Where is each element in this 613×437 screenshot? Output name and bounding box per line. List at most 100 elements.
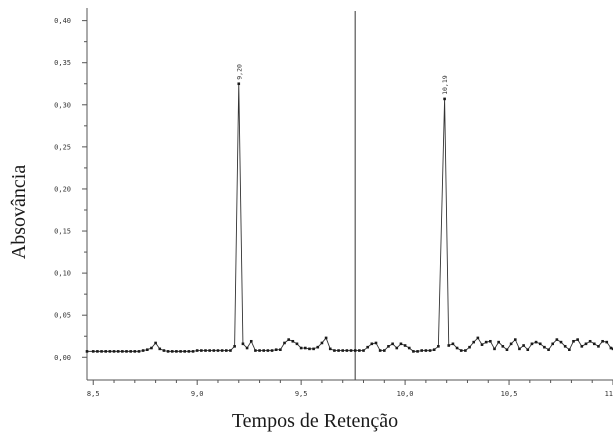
data-point bbox=[121, 350, 124, 353]
data-point bbox=[366, 345, 369, 349]
data-point bbox=[383, 349, 386, 352]
data-point bbox=[597, 345, 600, 348]
data-point bbox=[333, 349, 336, 352]
data-point bbox=[96, 350, 99, 353]
data-point bbox=[137, 350, 141, 353]
data-point bbox=[505, 348, 509, 352]
data-point bbox=[104, 350, 108, 353]
data-point bbox=[526, 348, 530, 352]
y-tick-label: 0,40 bbox=[54, 17, 71, 25]
data-point bbox=[100, 350, 103, 353]
data-point bbox=[349, 349, 353, 352]
data-point bbox=[220, 349, 224, 352]
data-point bbox=[563, 345, 567, 348]
data-point bbox=[154, 341, 157, 345]
y-tick-label: 0,20 bbox=[54, 185, 71, 193]
data-point bbox=[183, 350, 187, 353]
data-point bbox=[249, 339, 253, 343]
data-point bbox=[233, 345, 236, 348]
y-tick-label: 0,00 bbox=[54, 354, 71, 362]
data-point bbox=[187, 350, 191, 353]
data-point bbox=[424, 349, 428, 352]
data-point bbox=[451, 342, 455, 346]
data-point bbox=[584, 342, 588, 346]
data-point bbox=[432, 348, 436, 352]
data-point bbox=[518, 347, 521, 351]
data-point bbox=[212, 349, 216, 352]
data-point bbox=[387, 345, 390, 348]
data-point bbox=[324, 336, 328, 340]
data-point bbox=[133, 350, 137, 353]
data-point bbox=[370, 342, 374, 346]
data-point bbox=[254, 349, 257, 352]
x-tick-label: 9,0 bbox=[191, 390, 204, 398]
data-point bbox=[501, 345, 505, 348]
data-point bbox=[85, 350, 89, 353]
data-point bbox=[237, 82, 241, 86]
series bbox=[87, 83, 613, 352]
data-point bbox=[403, 344, 407, 347]
data-point bbox=[395, 346, 399, 350]
tick-marks bbox=[82, 20, 613, 385]
data-point bbox=[468, 345, 471, 349]
data-point bbox=[472, 340, 476, 344]
data-point bbox=[576, 338, 579, 341]
data-point bbox=[328, 347, 332, 351]
y-tick-label: 0,25 bbox=[54, 143, 71, 151]
data-point bbox=[416, 350, 419, 353]
data-point bbox=[279, 348, 282, 352]
data-point bbox=[551, 342, 555, 346]
data-point bbox=[555, 338, 559, 341]
data-point bbox=[216, 349, 220, 352]
data-point bbox=[316, 345, 320, 349]
data-point bbox=[129, 350, 132, 353]
data-point bbox=[399, 342, 403, 346]
data-point bbox=[530, 342, 534, 346]
data-point bbox=[455, 346, 459, 350]
y-tick-label: 0,05 bbox=[54, 312, 71, 320]
x-axis-title: Tempos de Retenção bbox=[232, 410, 398, 432]
x-tick-label: 10,5 bbox=[501, 390, 518, 398]
data-point bbox=[489, 339, 492, 343]
data-point bbox=[241, 342, 245, 346]
data-point bbox=[407, 346, 411, 350]
y-tick-label: 0,30 bbox=[54, 101, 71, 109]
data-point bbox=[108, 350, 112, 353]
data-point bbox=[509, 342, 513, 346]
data-point bbox=[601, 339, 604, 343]
peak-label: 9,20 bbox=[235, 64, 243, 80]
data-point bbox=[158, 347, 162, 351]
data-point bbox=[358, 349, 361, 352]
data-point bbox=[245, 346, 249, 350]
data-point bbox=[493, 347, 496, 351]
y-tick-label: 0,35 bbox=[54, 59, 71, 67]
data-point bbox=[170, 350, 174, 353]
data-point bbox=[125, 350, 128, 353]
data-point bbox=[611, 347, 613, 351]
data-point bbox=[150, 346, 153, 350]
data-point bbox=[274, 348, 278, 352]
data-points bbox=[85, 82, 613, 353]
data-point bbox=[353, 349, 357, 352]
data-point bbox=[588, 339, 592, 343]
data-point bbox=[308, 347, 311, 351]
data-point bbox=[179, 350, 182, 353]
peak-labels: 9,20 10,19 bbox=[235, 64, 449, 95]
x-tick-label: 11,0 bbox=[605, 390, 613, 398]
data-point bbox=[270, 349, 274, 352]
data-point bbox=[447, 344, 451, 347]
data-point bbox=[175, 350, 178, 353]
data-point bbox=[484, 340, 488, 344]
data-point bbox=[543, 345, 546, 349]
data-point bbox=[229, 349, 232, 352]
data-point bbox=[258, 349, 261, 352]
data-point bbox=[534, 340, 538, 344]
data-point bbox=[166, 350, 170, 353]
x-tick-label: 9,5 bbox=[295, 390, 308, 398]
data-point bbox=[592, 342, 596, 346]
data-point bbox=[513, 338, 517, 341]
data-point bbox=[547, 348, 550, 352]
x-tick-label: 10,0 bbox=[397, 390, 414, 398]
data-point bbox=[522, 344, 525, 347]
data-point bbox=[91, 350, 95, 353]
